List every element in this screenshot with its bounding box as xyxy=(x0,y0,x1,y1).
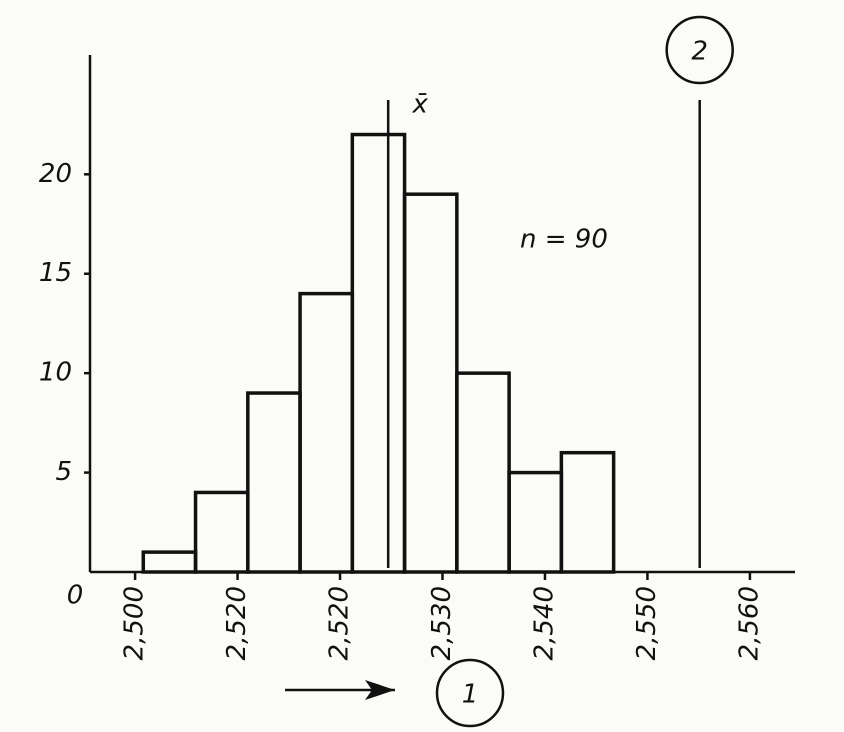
limit-circle xyxy=(665,15,734,85)
y-tick-label: 20 xyxy=(39,159,72,189)
x-tick-label: 2,520 xyxy=(325,586,355,660)
bar xyxy=(298,291,355,574)
arrow-head xyxy=(365,680,395,700)
bar xyxy=(507,470,564,574)
bar xyxy=(246,391,302,574)
x-tick-label: 2,560 xyxy=(734,586,764,660)
bar xyxy=(141,550,198,574)
mean-label: x̄ xyxy=(411,90,428,120)
callout-label: 1 xyxy=(462,680,479,710)
x-tick-label: 2,540 xyxy=(529,586,559,660)
bar xyxy=(455,371,511,574)
bar xyxy=(402,192,459,574)
limit-label: 2 xyxy=(691,37,708,67)
x-tick-label: 2,530 xyxy=(427,586,457,660)
bar xyxy=(350,132,407,574)
x-tick-label: 2,520 xyxy=(222,586,252,660)
y-tick-label: 15 xyxy=(39,258,72,288)
sample-size: n = 90 xyxy=(520,225,608,255)
bar xyxy=(193,490,250,574)
y-tick-label: 0 xyxy=(67,581,84,611)
callout-circle xyxy=(435,658,505,728)
y-tick-label: 5 xyxy=(55,457,72,487)
bar xyxy=(559,450,616,574)
y-tick-label: 10 xyxy=(39,358,72,388)
x-tick-label: 2,550 xyxy=(632,586,662,660)
x-tick-label: 2,500 xyxy=(120,586,150,660)
